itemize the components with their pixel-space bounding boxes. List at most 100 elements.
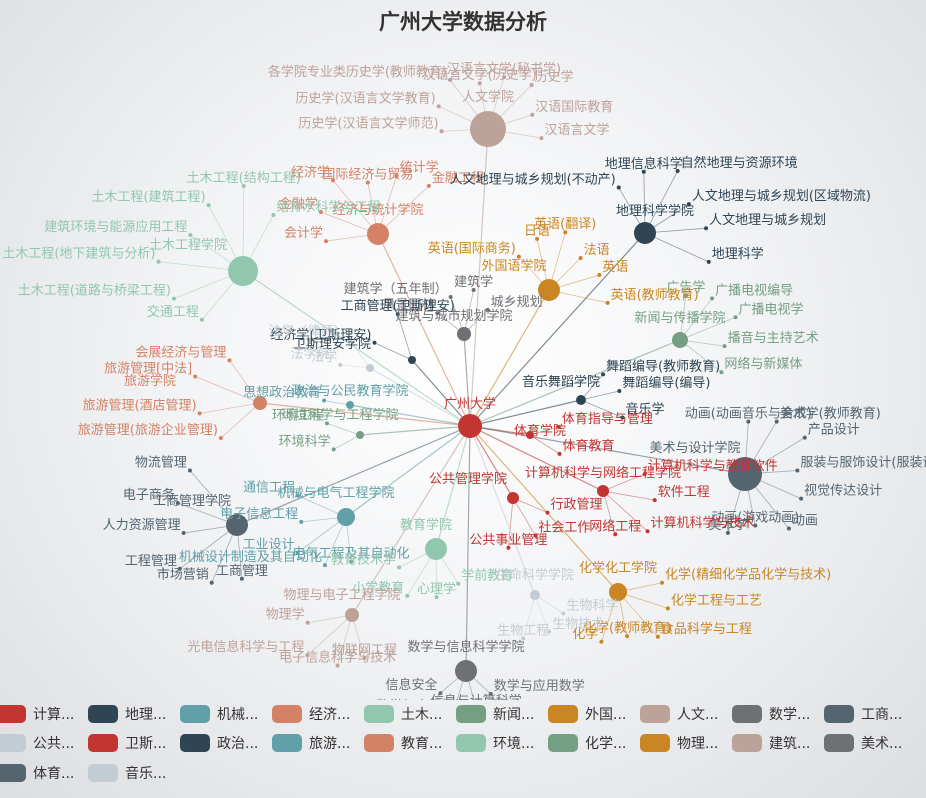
major-label: 金融工程 — [432, 170, 484, 186]
major-node — [521, 636, 526, 641]
major-label: 软件工程 — [658, 485, 710, 500]
link-line — [242, 270, 471, 427]
college-node — [346, 401, 354, 409]
major-node — [372, 340, 377, 345]
college-label: 建筑与城市规划学院 — [395, 308, 512, 324]
legend-item[interactable]: 美术... — [824, 733, 902, 753]
major-label: 信息与计算科学 — [431, 693, 522, 700]
college-label: 音乐舞蹈学院 — [522, 374, 600, 390]
major-node — [617, 389, 622, 394]
major-label: 统计学 — [400, 160, 439, 176]
link-line — [534, 594, 550, 632]
legend-item[interactable]: 政治... — [180, 733, 258, 753]
legend-item[interactable]: 经济... — [272, 704, 350, 724]
college-label: 体育学院 — [514, 423, 566, 439]
major-node — [704, 226, 709, 231]
legend-item[interactable]: 工商... — [824, 704, 902, 724]
major-node — [488, 691, 493, 696]
major-node — [625, 634, 630, 639]
major-label: 美术学 — [708, 517, 747, 533]
major-label: 网络与新媒体 — [724, 356, 802, 372]
college-node — [366, 364, 374, 372]
college-label: 公共管理学院 — [429, 471, 507, 487]
legend-swatch — [364, 705, 394, 723]
major-label: 建筑学（五年制） — [344, 281, 448, 297]
college-label: 经济与统计学院 — [332, 202, 423, 218]
legend-item[interactable]: 物理... — [640, 733, 718, 753]
legend-label: 公共... — [33, 736, 75, 752]
major-node — [683, 293, 688, 298]
link-line — [602, 490, 616, 535]
link-line — [469, 425, 619, 593]
link-line — [220, 402, 261, 439]
legend-item[interactable]: 体育... — [0, 763, 74, 783]
legend-item[interactable]: 环境... — [456, 733, 534, 753]
major-label: 环境科学 — [279, 433, 331, 449]
major-label: 汉语言文学(秘书学) — [447, 61, 561, 77]
major-label: 电子商务 — [123, 487, 175, 503]
college-node — [408, 356, 416, 364]
major-node — [181, 531, 186, 536]
link-line — [199, 402, 261, 414]
legend-item[interactable]: 机械... — [180, 704, 258, 724]
major-node — [438, 691, 443, 696]
legend-item[interactable]: 外国... — [548, 704, 626, 724]
legend-swatch — [548, 705, 578, 723]
legend-item[interactable]: 新闻... — [456, 704, 534, 724]
legend-item[interactable]: 音乐... — [88, 763, 166, 783]
major-node — [349, 559, 354, 564]
link-line — [332, 180, 379, 235]
chart-title: 广州大学数据分析 — [379, 10, 547, 34]
link-line — [529, 434, 560, 455]
legend-item[interactable]: 公共... — [0, 733, 74, 753]
legend-item[interactable]: 建筑... — [732, 733, 810, 753]
major-node — [516, 254, 521, 259]
link-line — [307, 614, 353, 624]
legend-item[interactable]: 化学... — [548, 733, 626, 753]
major-label: 汉语国际教育 — [535, 99, 613, 115]
major-label: 广告学 — [666, 279, 705, 295]
major-label: 人力资源管理 — [103, 518, 181, 533]
major-label: 旅游管理(酒店管理) — [82, 398, 196, 413]
major-label: 环境工程 — [272, 408, 324, 423]
legend-item[interactable]: 旅游... — [272, 733, 350, 753]
link-line — [580, 390, 620, 401]
major-node — [209, 580, 214, 585]
legend-item[interactable]: 土木... — [364, 704, 442, 724]
major-node — [448, 78, 453, 83]
major-label: 广播电视学 — [739, 301, 804, 317]
major-label: 城乡规划 — [491, 295, 543, 310]
major-label: 电子信息工程 — [220, 506, 298, 522]
legend-label: 卫斯... — [125, 736, 167, 752]
major-node — [597, 273, 602, 278]
legend-item[interactable]: 人文... — [640, 704, 718, 724]
major-node — [746, 419, 751, 424]
major-node — [171, 296, 176, 301]
legend-label: 物理... — [677, 736, 719, 752]
legend-item[interactable]: 计算... — [0, 704, 74, 724]
major-label: 视觉传达设计 — [804, 484, 882, 499]
major-label: 建筑学 — [454, 274, 493, 290]
college-label: 美术与设计学院 — [649, 440, 740, 456]
major-node — [305, 653, 310, 658]
major-label: 旅游管理[中法] — [104, 361, 192, 376]
major-node — [599, 639, 604, 644]
college-node — [576, 395, 586, 405]
link-line — [508, 497, 514, 548]
major-node — [435, 311, 440, 316]
legend-item[interactable]: 地理... — [88, 704, 166, 724]
legend-item[interactable]: 数学... — [732, 704, 810, 724]
legend-item[interactable]: 卫斯... — [88, 733, 166, 753]
major-label: 心理学 — [417, 581, 456, 597]
college-node — [609, 583, 627, 601]
link-line — [580, 399, 623, 418]
legend-label: 建筑... — [769, 736, 811, 752]
major-label: 服装与服饰设计(服装设计) — [800, 455, 926, 470]
link-line — [411, 359, 471, 427]
labels: 历史学(汉语言文学师范)历史学(汉语言文学教育)各学院专业类历史学(教师教育)汉… — [2, 61, 926, 700]
legend-item[interactable]: 教育... — [364, 733, 442, 753]
link-line — [522, 594, 536, 639]
link-line — [236, 425, 471, 526]
major-label: 信息安全 — [385, 677, 437, 693]
legend-swatch — [0, 734, 26, 752]
